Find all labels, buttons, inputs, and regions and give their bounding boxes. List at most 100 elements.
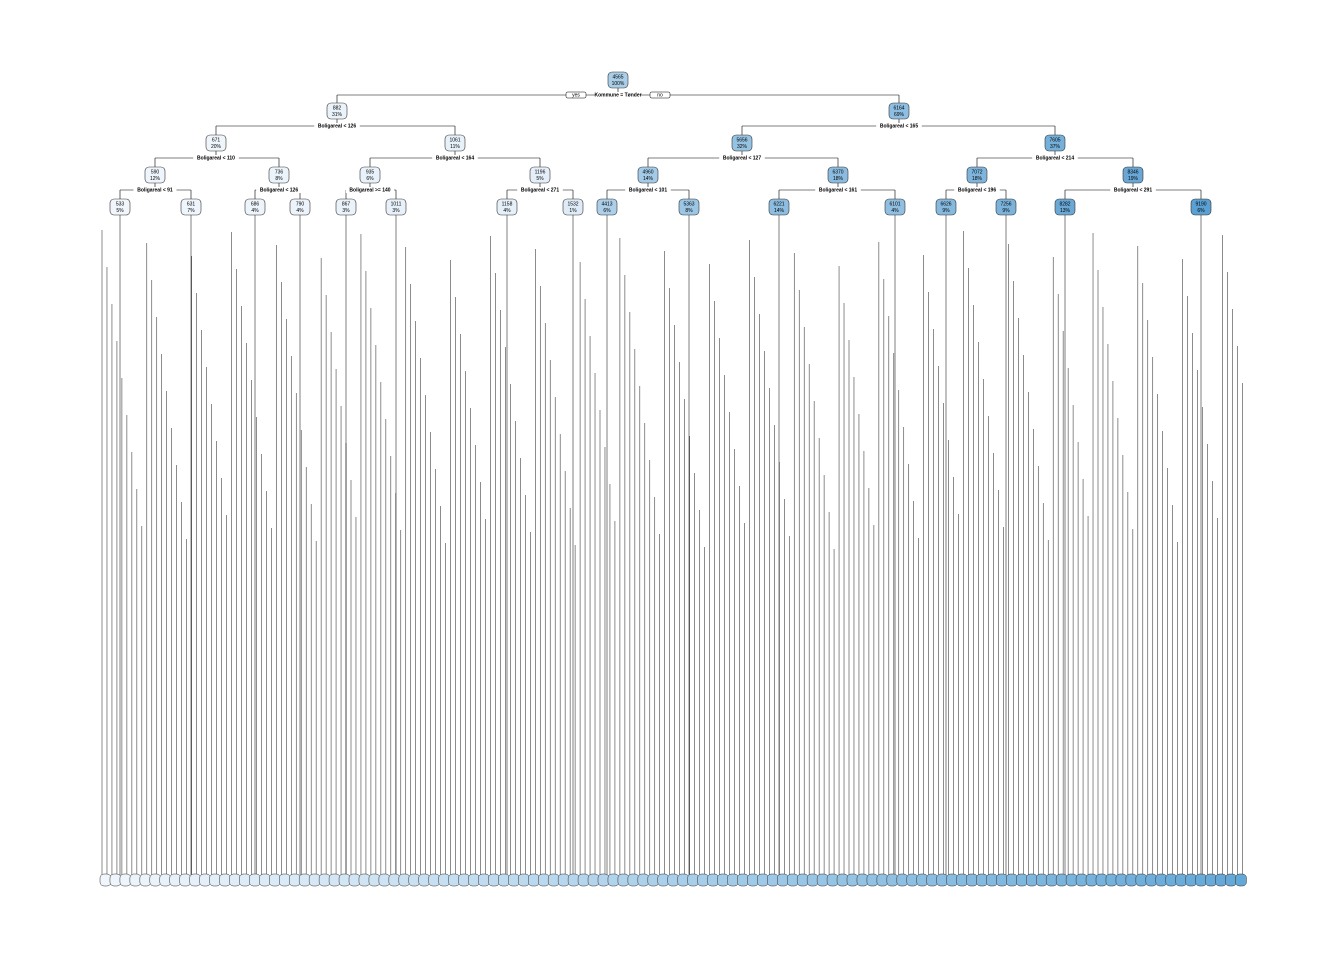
leaf-box (159, 873, 172, 887)
leaf-box (308, 873, 321, 887)
yes-box (565, 91, 587, 99)
leaf-box (1065, 873, 1078, 887)
leaf-box (836, 873, 849, 887)
node-value: 631 (187, 201, 196, 207)
leaf-box (906, 873, 919, 887)
node-box (109, 198, 131, 216)
node-value: 6164 (893, 105, 904, 111)
node-percent: 9% (942, 208, 950, 214)
node-percent: 19% (1128, 176, 1139, 182)
leaf-box (617, 873, 630, 887)
leaf-box (129, 873, 142, 887)
node-percent: 5% (536, 176, 544, 182)
node-box (268, 166, 290, 184)
leaf-box (318, 873, 331, 887)
node-percent: 18% (972, 176, 983, 182)
node-box (995, 198, 1017, 216)
node-value: 8346 (1127, 169, 1138, 175)
leaf-box (438, 873, 450, 887)
node-value: 6221 (773, 201, 784, 207)
no-label: no (657, 92, 663, 98)
node-box (326, 102, 348, 120)
node-percent: 6% (603, 208, 611, 214)
leaf-box (567, 873, 580, 887)
leaf-box (786, 873, 799, 887)
leaf-box (328, 873, 341, 887)
leaf-box (408, 873, 421, 887)
node-box (637, 166, 659, 184)
node-box (884, 198, 906, 216)
leaf-box (288, 873, 301, 887)
leaf-box (468, 873, 480, 887)
leaf-box (747, 873, 759, 887)
node-value: 882 (333, 105, 342, 111)
leaf-box (966, 873, 978, 887)
leaf-box (1085, 873, 1098, 887)
split-bg (625, 187, 671, 193)
node-box (385, 198, 407, 216)
leaf-box (508, 873, 520, 887)
split-label: Boligareal < 271 (521, 187, 559, 193)
split-label: Boligareal < 101 (629, 187, 667, 193)
node-value: 7605 (1049, 137, 1060, 143)
leaf-box (1215, 873, 1227, 887)
leaf-box (557, 873, 570, 887)
leaf-box (587, 873, 600, 887)
leaf-box (1016, 873, 1028, 887)
leaf-box (498, 873, 510, 887)
leaf-box (1165, 873, 1177, 887)
leaf-box (767, 873, 779, 887)
node-percent: 20% (211, 144, 222, 150)
leaf-box (1205, 873, 1217, 887)
leaf-box (796, 873, 809, 887)
split-bg (256, 187, 302, 193)
split-label: Boligareal < 91 (137, 187, 173, 193)
leaf-box (577, 873, 590, 887)
split-bg (432, 155, 478, 161)
node-box (562, 198, 584, 216)
split-label: Kommune = Tønder (594, 92, 641, 98)
leaf-box (896, 873, 909, 887)
node-percent: 100% (612, 81, 625, 87)
leaf-box (886, 873, 899, 887)
leaf-box (936, 873, 948, 887)
leaf-box (1145, 873, 1158, 887)
node-box (144, 166, 166, 184)
node-box (827, 166, 849, 184)
nodes: Kommune = Tønder yes no Boligareal < 126 Bol… (109, 71, 1212, 216)
leaf-box (856, 873, 869, 887)
leaf-box (986, 873, 998, 887)
leaf-box (109, 873, 122, 887)
node-value: 1011 (391, 201, 402, 207)
node-box (496, 198, 518, 216)
leaf-box (677, 873, 689, 887)
leaf-box (647, 873, 660, 887)
decor (99, 230, 1247, 887)
leaf-box (458, 873, 470, 887)
node-percent: 11% (450, 144, 460, 150)
leaf-box (1195, 873, 1207, 887)
leaf-box (1006, 873, 1018, 887)
node-value: 4565 (612, 74, 623, 80)
leaf-box (249, 873, 261, 887)
node-percent: 14% (774, 208, 785, 214)
node-percent: 8% (685, 208, 693, 214)
leaf-box (826, 873, 839, 887)
node-percent: 4% (891, 208, 899, 214)
node-box (180, 198, 202, 216)
leaf-box (338, 873, 351, 887)
node-value: 4960 (642, 169, 653, 175)
split-label: Boligareal < 165 (880, 123, 918, 129)
node-percent: 6% (1197, 208, 1205, 214)
node-value: 6370 (832, 169, 843, 175)
node-box (1054, 198, 1076, 216)
node-box (731, 134, 753, 152)
leaf-box (418, 873, 430, 887)
leaf-box (547, 873, 560, 887)
split-label: Boligareal < 161 (819, 187, 857, 193)
node-percent: 4% (296, 208, 304, 214)
node-value: 686 (251, 201, 260, 207)
leaf-box (179, 873, 191, 887)
leaf-box (637, 873, 650, 887)
